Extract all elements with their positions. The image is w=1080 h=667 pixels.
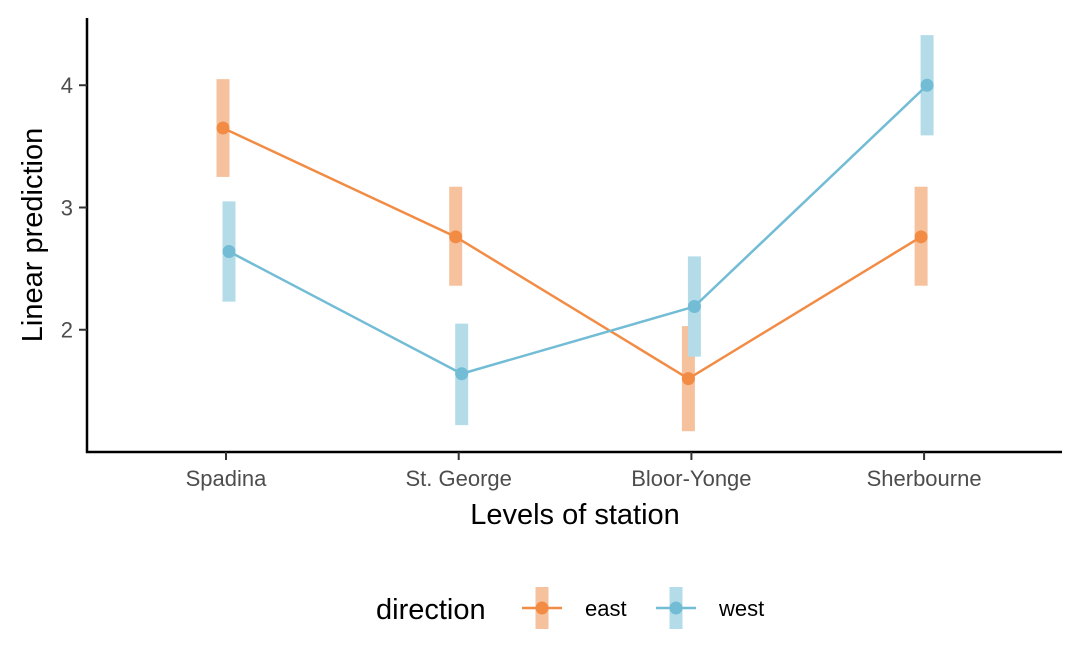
data-point-east	[449, 230, 463, 244]
series-points	[216, 78, 934, 386]
series-line-west	[228, 84, 928, 376]
x-axis-title: Levels of station	[470, 499, 680, 531]
legend-label-west: west	[718, 596, 764, 621]
x-ticks: Spadina St. George Bloor-Yonge Sherbourne	[186, 452, 982, 491]
legend-title: direction	[376, 594, 486, 626]
y-tick-label: 2	[61, 318, 73, 343]
y-ticks: 2 3 4	[61, 73, 87, 343]
data-point-west	[455, 367, 469, 381]
legend-label-east: east	[585, 596, 627, 621]
legend-key-point-east	[535, 601, 549, 615]
x-tick-label: Bloor-Yonge	[631, 466, 751, 491]
series-lines	[222, 84, 928, 381]
y-axis-title: Linear prediction	[17, 128, 49, 342]
axes	[85, 18, 1062, 454]
plot-area	[216, 35, 934, 432]
series-line-east	[222, 126, 922, 381]
y-tick-label: 3	[61, 195, 73, 220]
data-point-east	[681, 372, 695, 386]
y-tick-label: 4	[61, 73, 73, 98]
legend-key-point-west	[669, 601, 683, 615]
data-point-west	[687, 300, 701, 314]
error-bands	[216, 35, 934, 432]
data-point-west	[222, 245, 236, 259]
x-tick-label: St. George	[406, 466, 512, 491]
x-tick-label: Sherbourne	[867, 466, 982, 491]
x-tick-label: Spadina	[186, 466, 268, 491]
data-point-east	[914, 230, 928, 244]
data-point-east	[216, 121, 230, 135]
legend: direction east west	[376, 587, 764, 629]
data-point-west	[920, 78, 934, 92]
